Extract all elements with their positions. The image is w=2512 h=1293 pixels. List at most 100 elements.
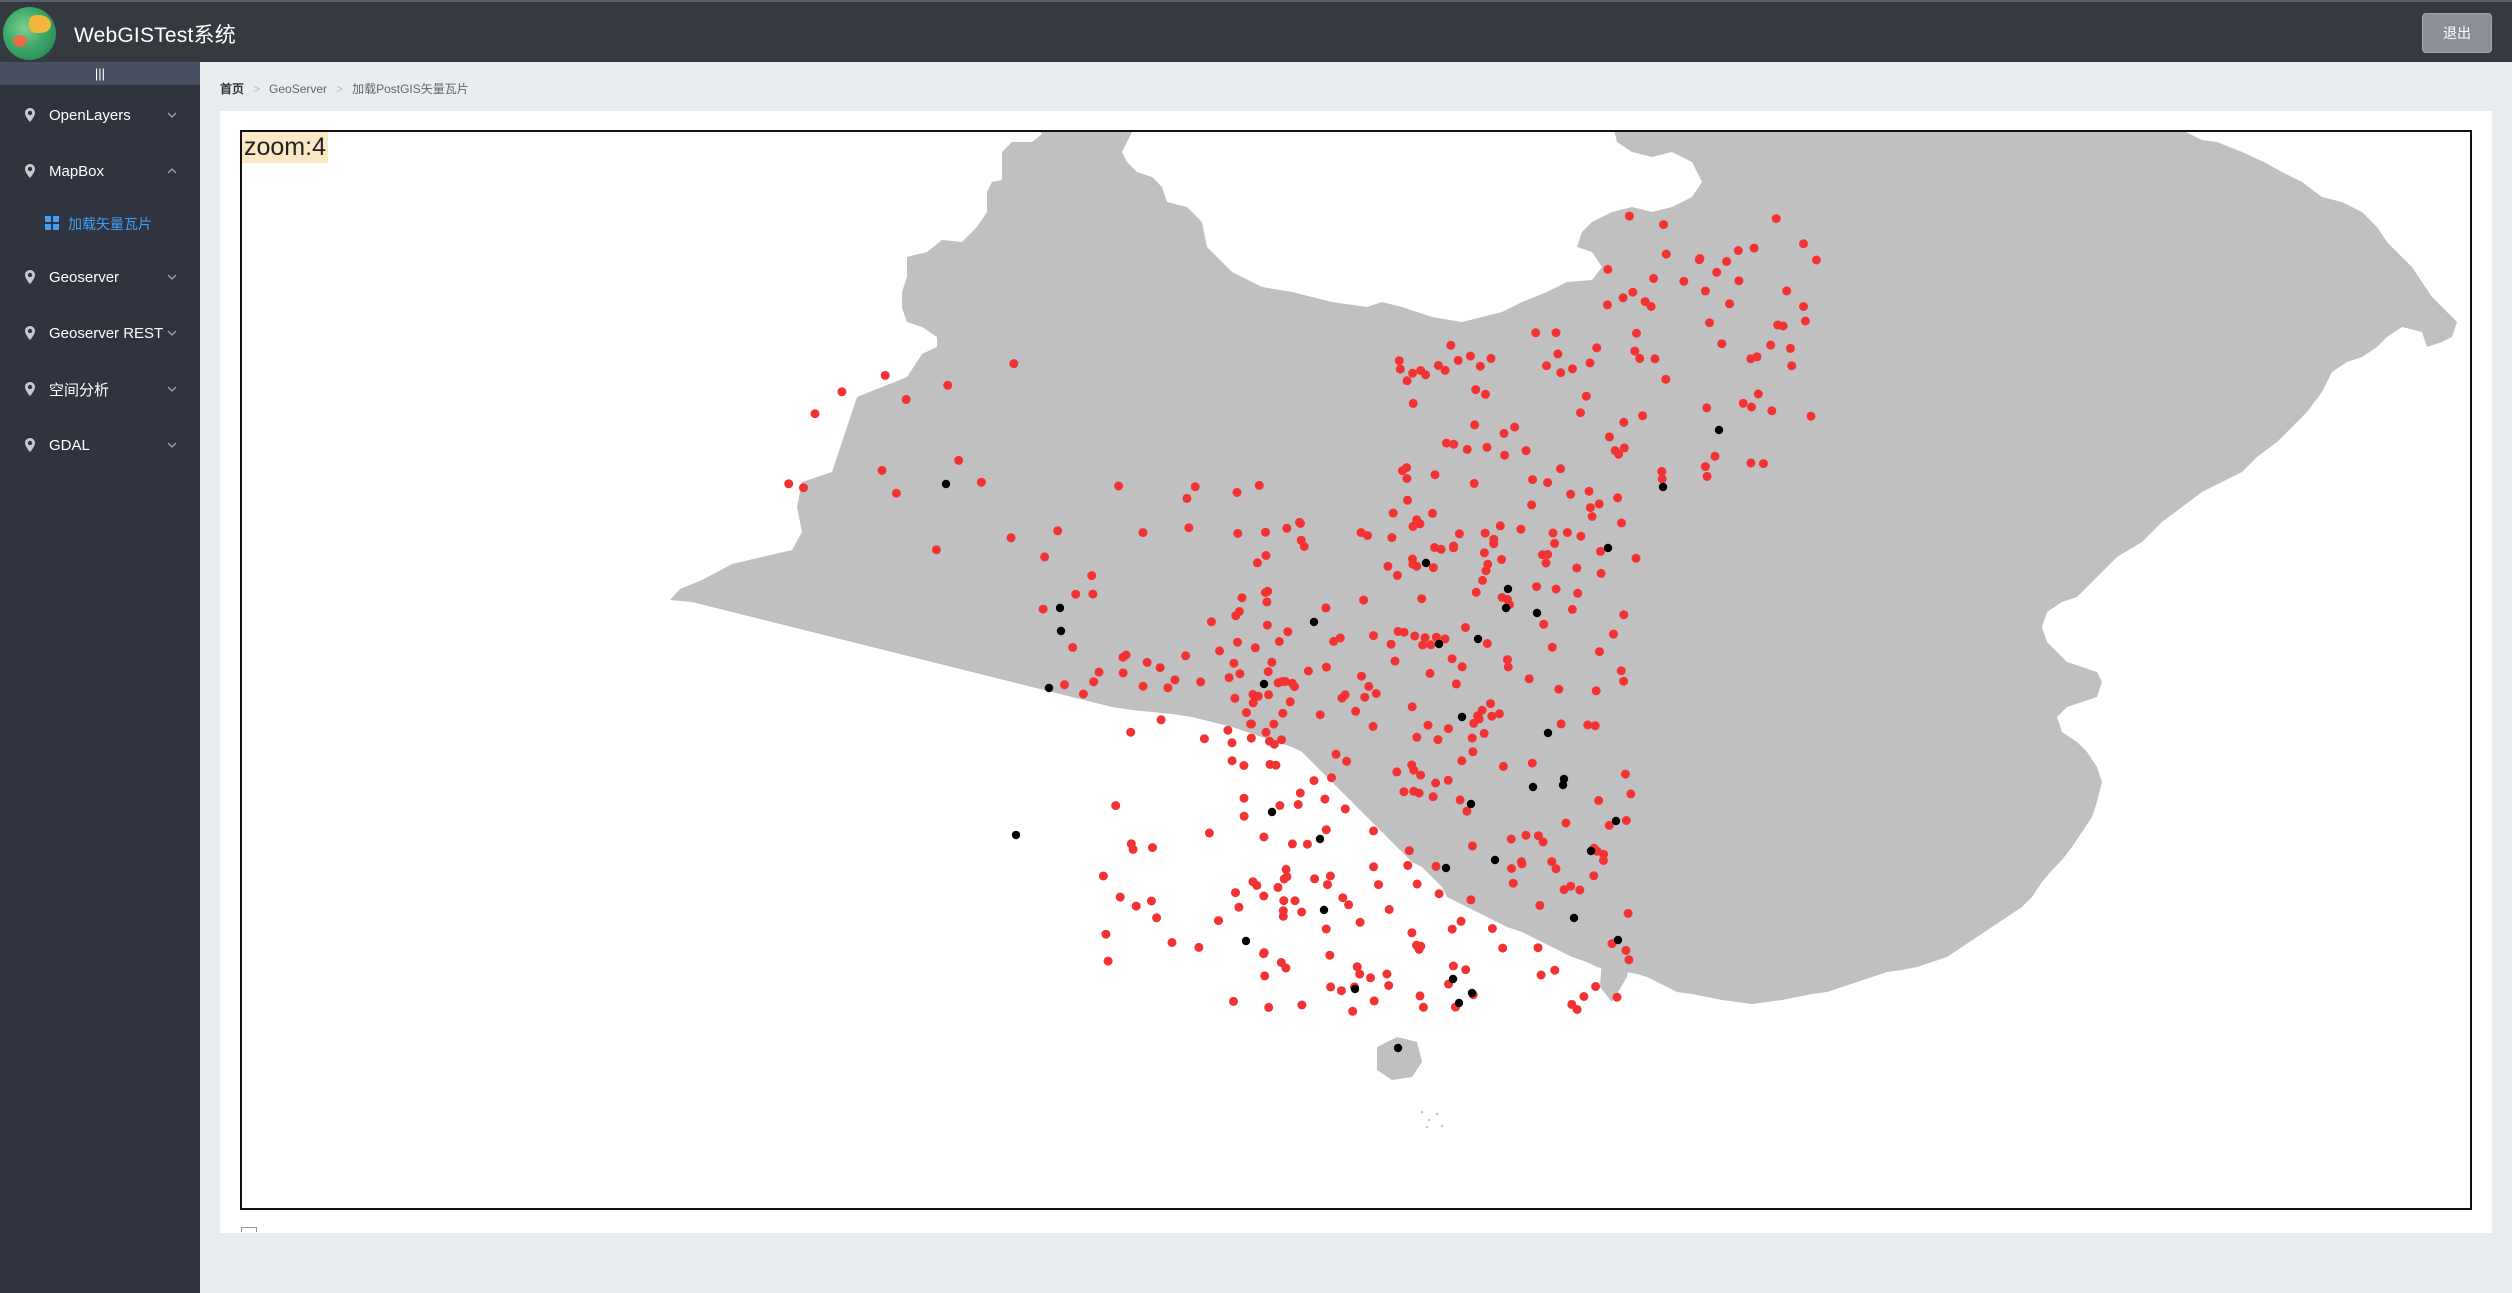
city-point xyxy=(1433,735,1443,745)
zoom-level-label: zoom:4 xyxy=(242,132,328,163)
city-point xyxy=(1516,857,1526,867)
city-point xyxy=(1421,370,1431,380)
logout-button[interactable]: 退出 xyxy=(2422,13,2492,53)
city-point xyxy=(1231,611,1241,621)
top-header: WebGISTest系统 退出 xyxy=(0,0,2512,62)
city-point xyxy=(1293,800,1303,809)
city-point xyxy=(837,387,847,397)
city-point xyxy=(1440,365,1450,375)
sidebar-item-openlayers[interactable]: OpenLayers xyxy=(0,92,200,138)
city-point xyxy=(1364,681,1374,691)
city-point xyxy=(1568,364,1577,374)
breadcrumb-geoserver[interactable]: GeoServer xyxy=(269,81,328,96)
city-point xyxy=(1767,406,1777,416)
city-point xyxy=(1040,552,1050,562)
city-point xyxy=(1551,864,1561,874)
city-point xyxy=(1384,905,1394,914)
city-point xyxy=(1481,566,1491,576)
city-point xyxy=(1428,563,1438,573)
city-point xyxy=(1599,856,1608,865)
city-point xyxy=(1407,928,1417,938)
city-point xyxy=(1624,211,1634,221)
sidebar-item-geoserver[interactable]: Geoserver xyxy=(0,254,200,300)
city-point xyxy=(1497,555,1507,564)
breadcrumb-separator-icon: > xyxy=(336,81,344,96)
capital-point xyxy=(1490,855,1500,865)
capital-point xyxy=(1267,807,1277,817)
sidebar-item-label: MapBox xyxy=(49,162,105,180)
city-point xyxy=(1420,633,1430,643)
city-point xyxy=(1766,340,1776,350)
city-point xyxy=(1583,720,1593,730)
city-point xyxy=(1408,521,1418,531)
sidebar-item-label: GDAL xyxy=(49,436,90,454)
city-point xyxy=(1229,658,1239,668)
map-container[interactable]: zoom:4 xyxy=(240,130,2472,1210)
city-point xyxy=(1279,896,1289,906)
city-point xyxy=(1418,1002,1428,1012)
breadcrumb-separator-icon: > xyxy=(253,81,261,96)
capital-point xyxy=(1448,974,1458,984)
city-point xyxy=(1338,893,1348,903)
city-point xyxy=(1423,720,1433,730)
city-point xyxy=(1408,368,1418,378)
city-point xyxy=(1559,885,1569,895)
city-point xyxy=(1281,864,1291,874)
city-point xyxy=(1712,267,1722,277)
sidebar-item-mapbox[interactable]: MapBox xyxy=(0,148,200,194)
city-point xyxy=(1433,361,1443,370)
city-point xyxy=(1465,351,1475,361)
city-point xyxy=(1428,792,1438,802)
city-point xyxy=(1261,588,1270,597)
city-point xyxy=(1325,871,1335,881)
city-point xyxy=(1561,818,1571,828)
country-land xyxy=(670,132,2457,1004)
sidebar-item-gdal[interactable]: GDAL xyxy=(0,422,200,468)
city-point xyxy=(1250,643,1260,653)
city-point xyxy=(1462,806,1472,816)
city-point xyxy=(1556,368,1566,378)
city-point xyxy=(1799,302,1808,311)
city-point xyxy=(1409,786,1419,796)
city-point xyxy=(1548,528,1558,538)
sidebar-item-geoserver-rest[interactable]: Geoserver REST xyxy=(0,310,200,356)
city-point xyxy=(1190,482,1200,492)
chevron-down-icon xyxy=(167,386,177,392)
sidebar-item-spatial-analysis[interactable]: 空间分析 xyxy=(0,366,200,412)
city-point xyxy=(1369,631,1378,641)
city-point xyxy=(1368,721,1378,731)
city-point xyxy=(1551,584,1561,594)
city-point xyxy=(877,465,887,475)
city-point xyxy=(1273,678,1283,688)
city-point xyxy=(1215,646,1224,656)
city-point xyxy=(1510,422,1520,432)
map-canvas[interactable] xyxy=(242,132,2470,1208)
city-point xyxy=(1632,328,1641,338)
city-point xyxy=(1532,582,1542,592)
city-point xyxy=(1533,831,1543,841)
city-point xyxy=(1487,924,1497,933)
city-point xyxy=(1182,493,1192,503)
city-point xyxy=(1114,481,1124,491)
city-point xyxy=(1261,527,1270,537)
city-point xyxy=(1296,519,1305,528)
city-point xyxy=(1399,787,1409,797)
city-point xyxy=(1661,249,1671,259)
capital-point xyxy=(1473,634,1483,644)
city-point xyxy=(1431,778,1441,788)
city-point xyxy=(1408,398,1418,408)
breadcrumb-current: 加载PostGIS矢量瓦片 xyxy=(352,82,469,96)
city-point xyxy=(1596,568,1606,578)
city-point xyxy=(1619,676,1629,686)
city-point xyxy=(880,370,890,380)
breadcrumb-home[interactable]: 首页 xyxy=(220,82,245,96)
city-point xyxy=(1498,761,1508,771)
city-point xyxy=(1657,466,1667,476)
city-point xyxy=(1267,657,1277,667)
sidebar-collapse-toggle[interactable]: ||| xyxy=(0,62,200,85)
city-point xyxy=(1486,699,1495,709)
city-point xyxy=(1233,637,1242,647)
sidebar-subitem-load-vector-tiles[interactable]: 加载矢量瓦片 xyxy=(0,200,200,246)
city-point xyxy=(1310,874,1320,884)
city-point xyxy=(1536,970,1546,980)
